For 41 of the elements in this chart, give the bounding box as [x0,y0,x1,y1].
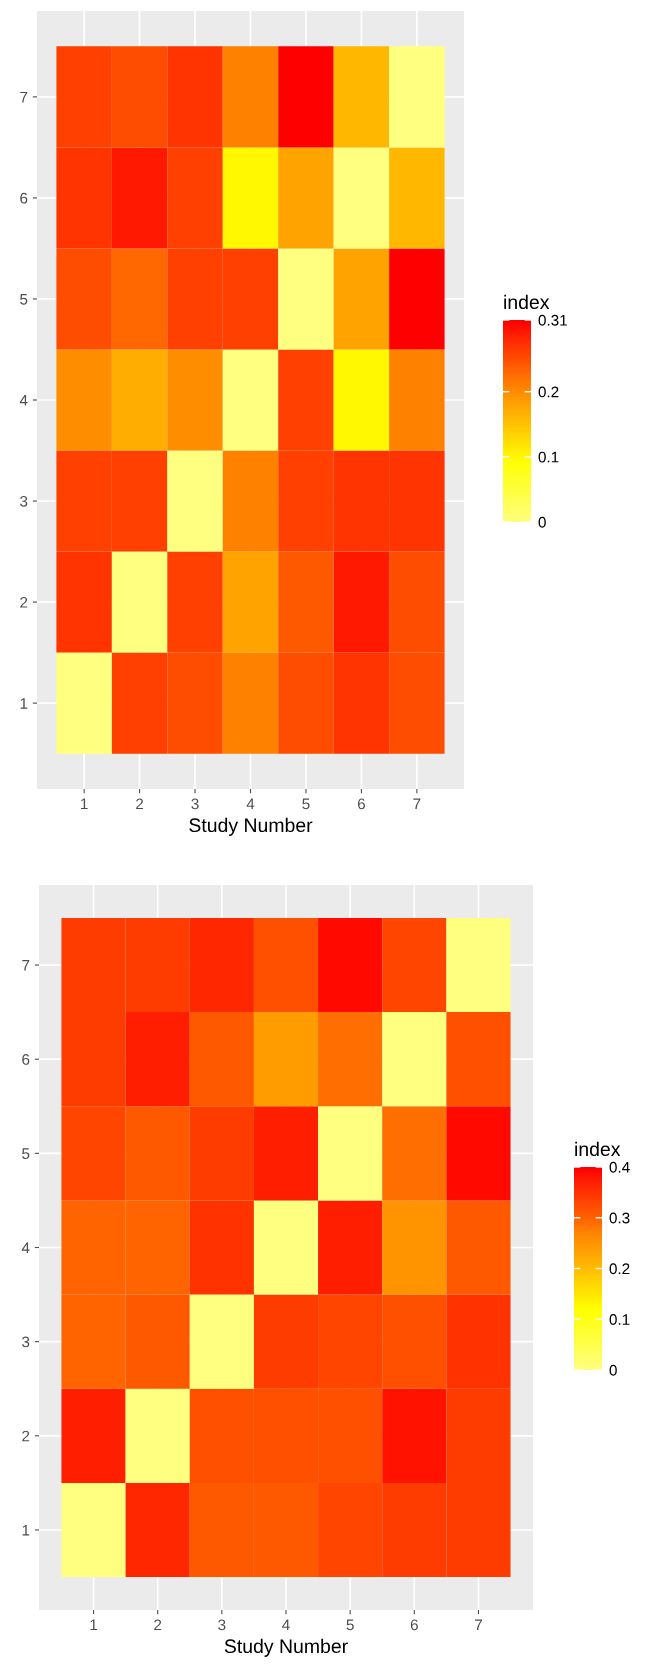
x-axis-title: Study Number [189,817,313,836]
y-tick-label: 4 [21,1242,30,1254]
x-tick-label: 4 [246,798,255,810]
x-tick-label: 5 [346,1619,354,1631]
color-bar-label: 0.1 [538,451,559,463]
x-tick-label: 2 [136,798,144,810]
y-tick-label: 7 [20,91,28,103]
x-tick-label: 2 [154,1619,162,1631]
y-tick-label: 4 [19,395,28,406]
color-bar-label: 0 [538,516,546,528]
x-tick-label: 6 [410,1619,418,1631]
x-tick-label: 4 [282,1619,290,1631]
x-axis-title: Study Number [224,1638,348,1657]
y-tick-label: 6 [20,192,28,204]
y-tick-label: 3 [22,1336,30,1348]
y-tick-label: 2 [20,596,28,608]
x-tick-label: 6 [357,798,365,810]
color-bar-label: 0.2 [609,1263,630,1275]
y-tick-label: 7 [22,960,30,971]
color-bar-title: index [504,294,550,310]
color-bar-title: index [575,1141,621,1157]
color-bar-label: 0.31 [538,314,567,326]
y-tick-label: 2 [22,1430,30,1442]
x-tick-label: 7 [413,798,421,810]
y-tick-label: 5 [22,1148,30,1160]
color-bar-label: 0.2 [538,386,559,398]
color-bar-label: 0.1 [609,1314,630,1325]
y-tick-label: 1 [22,1524,30,1536]
x-tick-label: 5 [302,798,310,810]
y-tick-label: 5 [20,293,28,305]
x-tick-label: 3 [191,798,199,810]
y-tick-label: 6 [22,1054,30,1065]
x-tick-label: 1 [81,798,88,810]
x-tick-label: 3 [218,1619,226,1631]
y-tick-label: 3 [20,495,28,507]
y-tick-label: 1 [20,698,28,709]
x-tick-label: 7 [475,1619,482,1631]
color-bar-label: 0.3 [609,1212,630,1224]
color-bar-label: 0 [609,1364,617,1376]
x-tick-label: 1 [90,1619,98,1631]
color-bar-label: 0.4 [609,1161,630,1173]
